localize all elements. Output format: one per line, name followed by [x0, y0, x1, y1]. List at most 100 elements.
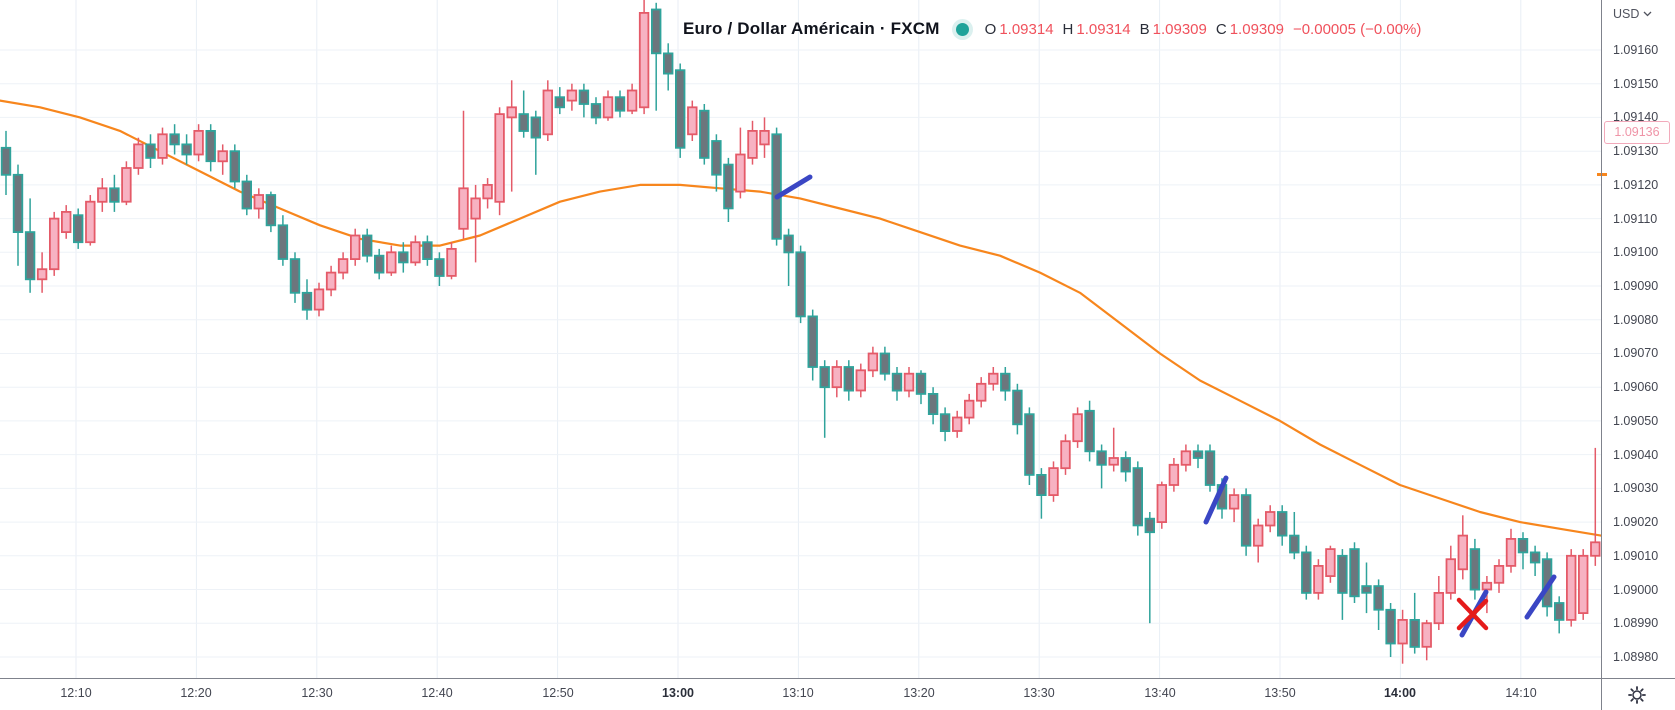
candle [1180, 444, 1192, 472]
price-axis-label: 1.09090 [1613, 279, 1659, 293]
candle [783, 228, 794, 286]
time-axis[interactable]: 12:10 12:20 12:30 12:40 12:50 13:00 13:10 13:20… [0, 679, 1601, 710]
price-axis-label: 1.09140 [1613, 110, 1659, 124]
candle [24, 198, 36, 293]
time-axis-separator [0, 678, 1675, 679]
market-status-icon [955, 22, 969, 36]
candle [831, 360, 843, 398]
candle [1096, 444, 1107, 489]
candle [494, 107, 505, 216]
candle [1433, 576, 1445, 630]
candle [349, 228, 361, 266]
candle [1192, 444, 1204, 469]
price-axis-label: 1.09130 [1613, 144, 1659, 158]
trendline-annotation [774, 174, 813, 200]
candle [0, 130, 12, 195]
candle [313, 282, 325, 317]
candle [590, 97, 602, 125]
candle [229, 144, 241, 189]
candle [1373, 579, 1384, 630]
candle [867, 346, 879, 378]
price-axis-label: 1.09160 [1613, 43, 1659, 57]
candle [964, 393, 975, 425]
candle [915, 370, 927, 405]
candle [181, 134, 192, 165]
candle [1554, 596, 1565, 634]
low-value: 1.09309 [1152, 20, 1207, 38]
candle [85, 195, 96, 246]
ohlc-readout: O 1.09314 H 1.09314 B 1.09309 C 1.09309 … [985, 21, 1422, 38]
candle [133, 137, 144, 175]
candle [73, 208, 84, 249]
candle [1409, 592, 1420, 654]
candle [157, 127, 168, 165]
settings-gear-button[interactable] [1624, 682, 1650, 708]
candle [1084, 400, 1095, 462]
candlestick-chart-canvas[interactable] [0, 0, 1601, 678]
candle [470, 184, 481, 263]
candle [1578, 549, 1589, 620]
candle [217, 144, 228, 175]
candle [434, 252, 445, 286]
candle [747, 120, 758, 165]
candle [253, 188, 265, 219]
price-axis-label: 1.08980 [1613, 650, 1659, 664]
candle [638, 0, 650, 115]
price-axis[interactable]: USD 1.09136 1.09160 1.09150 1.09140 1.09130… [1597, 0, 1675, 710]
candle [843, 360, 855, 401]
candle [855, 363, 867, 398]
high-value: 1.09314 [1076, 20, 1131, 38]
candle [578, 83, 590, 118]
candle [1156, 481, 1168, 529]
candle [879, 346, 891, 381]
trendline-annotation [1203, 475, 1229, 525]
candle [554, 87, 566, 115]
candle [337, 252, 349, 280]
close-value: 1.09309 [1229, 20, 1284, 38]
candle [976, 377, 987, 408]
change-value: −0.00005 (−0.00%) [1292, 20, 1422, 38]
price-axis-label: 1.09040 [1613, 448, 1659, 462]
candle [1240, 488, 1252, 556]
candle [1301, 545, 1312, 600]
price-axis-label: 1.09110 [1613, 212, 1658, 226]
time-axis-label: 12:50 [542, 686, 574, 700]
candle [277, 215, 289, 266]
candle [939, 407, 951, 442]
candle [446, 242, 457, 280]
price-axis-label: 1.09100 [1613, 245, 1659, 259]
candle [193, 124, 204, 162]
candle [1566, 549, 1577, 627]
candle [687, 100, 698, 141]
price-axis-label: 1.09120 [1613, 178, 1659, 192]
candle [458, 110, 469, 239]
price-axis-label: 1.09060 [1613, 380, 1659, 394]
candle [1505, 528, 1517, 573]
candle [988, 367, 999, 391]
candle [795, 245, 806, 324]
symbol-title[interactable]: Euro / Dollar Américain · FXCM [683, 19, 940, 38]
candle [1277, 505, 1288, 546]
time-axis-label: 12:20 [180, 686, 212, 700]
candle [1493, 559, 1505, 593]
candle [361, 228, 373, 263]
candle [121, 161, 132, 206]
candle [1361, 562, 1372, 614]
chevron-down-icon [1643, 11, 1652, 17]
candle [1385, 603, 1396, 657]
candle [410, 235, 421, 266]
candle [1313, 559, 1324, 600]
candle [566, 83, 578, 111]
candle [614, 90, 626, 118]
currency-selector[interactable]: USD [1613, 7, 1652, 21]
gear-icon [1628, 686, 1646, 704]
candle [699, 104, 710, 165]
current-price-badge: 1.09136 [1604, 121, 1670, 144]
candle [927, 387, 939, 425]
candle [1000, 367, 1011, 401]
price-chart [0, 0, 1601, 678]
candle [1529, 545, 1541, 576]
candle [1349, 542, 1360, 603]
candle [1445, 545, 1457, 600]
candle [807, 309, 818, 381]
